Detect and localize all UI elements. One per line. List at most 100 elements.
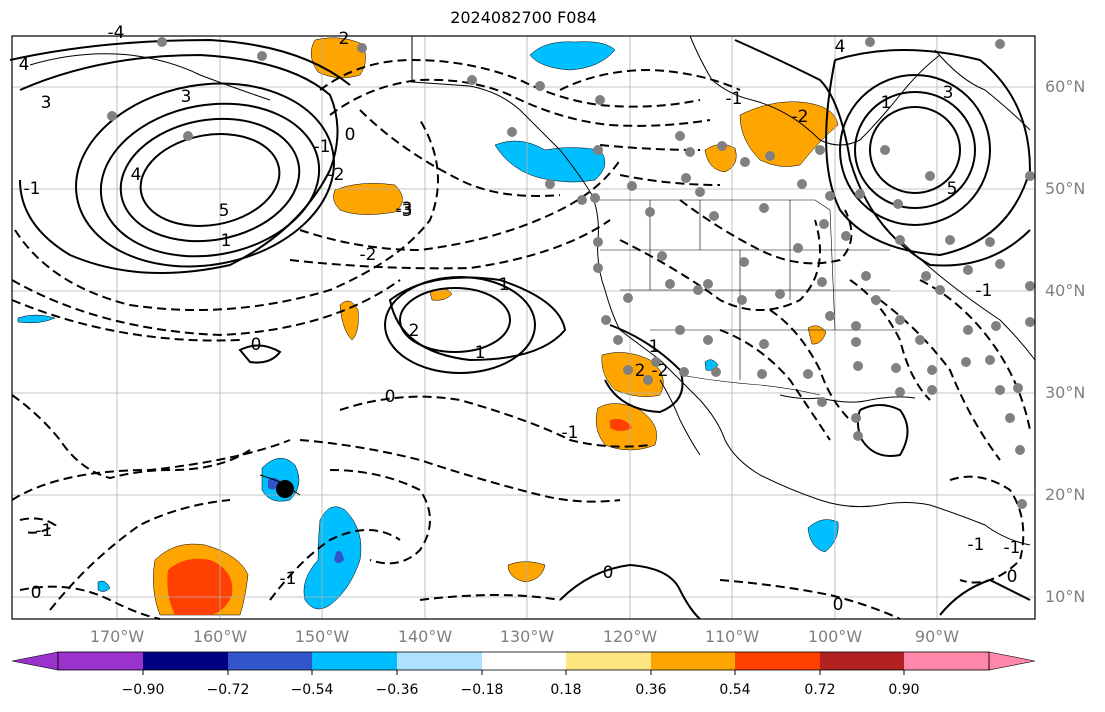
positive-anomaly-patch (807, 325, 827, 345)
contour-label: -2 (792, 107, 809, 127)
contour-label: 0 (603, 563, 614, 583)
contour-label: 0 (251, 335, 262, 355)
colorbar-tick-label: −0.18 (460, 682, 504, 698)
lat-label: 50°N (1045, 179, 1086, 198)
colorbar-frame (57, 651, 990, 671)
black-dot-marker (276, 480, 294, 498)
colorbar-cell (735, 652, 820, 670)
contour-label: -3 (396, 199, 413, 219)
contour-labels: 4 3 3 4 5 1 2 1 2 1 1 4 3 5 1 2 0 0 0 0 … (19, 23, 1021, 615)
lon-label: 140°W (397, 627, 453, 646)
contour-label: -1 (562, 423, 579, 443)
contour-label: -3 (396, 201, 413, 221)
colorbar-cell (904, 652, 989, 670)
contour-label: 1 (499, 275, 510, 295)
contour-label: -1 (24, 179, 41, 199)
negative-anomaly-patch (807, 519, 839, 553)
lat-label: 40°N (1045, 281, 1086, 300)
lon-label: 100°W (807, 627, 863, 646)
map-title: 2024082700 F084 (450, 8, 597, 27)
colorbar (11, 651, 1036, 675)
lon-label: 150°W (294, 627, 350, 646)
positive-anomaly-patch (333, 183, 403, 215)
negative-anomaly-patch (494, 140, 606, 183)
contour-label: 1 (881, 93, 892, 113)
contour-label: -2 (652, 361, 669, 381)
contour-label: -2 (360, 245, 377, 265)
contour-label: 5 (219, 201, 230, 221)
positive-anomaly-patch (739, 101, 839, 167)
contour-label: 0 (833, 595, 844, 615)
colorbar-tick-label: −0.72 (206, 682, 250, 698)
contour-label: 2 (635, 361, 646, 381)
station-dots (107, 37, 1035, 509)
colorbar-cell (988, 651, 1036, 671)
contour-label: 4 (131, 165, 142, 185)
lon-label: 130°W (499, 627, 555, 646)
colorbar-cell (651, 652, 735, 670)
contour-label: -1 (36, 521, 53, 541)
colorbar-tick-label: 0.54 (719, 682, 751, 698)
contour-label: -1 (968, 535, 985, 555)
colorbar-cell (820, 652, 904, 670)
contour-label: 0 (31, 583, 42, 603)
contour-label: -2 (328, 165, 345, 185)
map-background (12, 36, 1035, 619)
lat-label: 10°N (1045, 587, 1086, 606)
contour-label: 3 (41, 93, 52, 113)
contour-label: 0 (345, 125, 356, 145)
negative-anomaly-patch (529, 41, 616, 71)
strong-positive-patch (167, 558, 233, 615)
colorbar-tick-label: −0.90 (121, 682, 165, 698)
colorbar-tick-label: −0.54 (290, 682, 334, 698)
lat-label: 60°N (1045, 77, 1086, 96)
contour-label: 4 (835, 37, 846, 57)
colorbar-cell (11, 651, 59, 671)
positive-anomaly-patch (507, 561, 546, 583)
lon-label: 90°W (914, 627, 960, 646)
colorbar-tick-label: 0.18 (550, 682, 582, 698)
contour-label: 0 (1007, 567, 1018, 587)
contour-label: 4 (19, 55, 30, 75)
contour-label: -1 (976, 281, 993, 301)
lat-label: 30°N (1045, 383, 1086, 402)
contour-label: -1 (1004, 538, 1021, 558)
contour-label: 3 (181, 87, 192, 107)
colorbar-cell (228, 652, 312, 670)
map-frame (11, 35, 1036, 620)
colorbar-tick-label: 0.90 (888, 682, 920, 698)
contour-label: -1 (280, 569, 297, 589)
contour-label: 5 (947, 179, 958, 199)
graticule (12, 36, 1035, 619)
colorbar-cell (566, 652, 651, 670)
negative-anomaly-patch (97, 580, 111, 592)
contour-label: 1 (221, 231, 232, 251)
contour-label: 2 (339, 29, 350, 49)
solid-contours (9, 38, 1032, 620)
strong-positive-patch (610, 419, 632, 431)
colorbar-tick-label: 0.36 (635, 682, 667, 698)
lon-label: 120°W (602, 627, 658, 646)
contour-label: -1 (726, 89, 743, 109)
colorbar-tick-label: −0.36 (375, 682, 419, 698)
lon-label: 170°W (89, 627, 145, 646)
colorbar-cell (143, 652, 228, 670)
colorbar-tick-label: 0.72 (804, 682, 836, 698)
contour-label: 1 (649, 337, 660, 357)
negative-anomaly-patch (17, 314, 56, 324)
contour-label: 2 (409, 321, 420, 341)
contour-label: -4 (108, 23, 125, 43)
lon-label: 110°W (704, 627, 760, 646)
contour-label: 3 (943, 83, 954, 103)
contour-label: 1 (475, 343, 486, 363)
strong-negative-patch (334, 551, 344, 563)
colorbar-cell (482, 652, 566, 670)
colorbar-cell (397, 652, 482, 670)
colorbar-cell (58, 652, 143, 670)
colorbar-cell (312, 652, 397, 670)
lon-label: 160°W (192, 627, 248, 646)
positive-anomaly-patch (601, 352, 664, 397)
lat-label: 20°N (1045, 485, 1086, 504)
contour-label: -1 (314, 137, 331, 157)
